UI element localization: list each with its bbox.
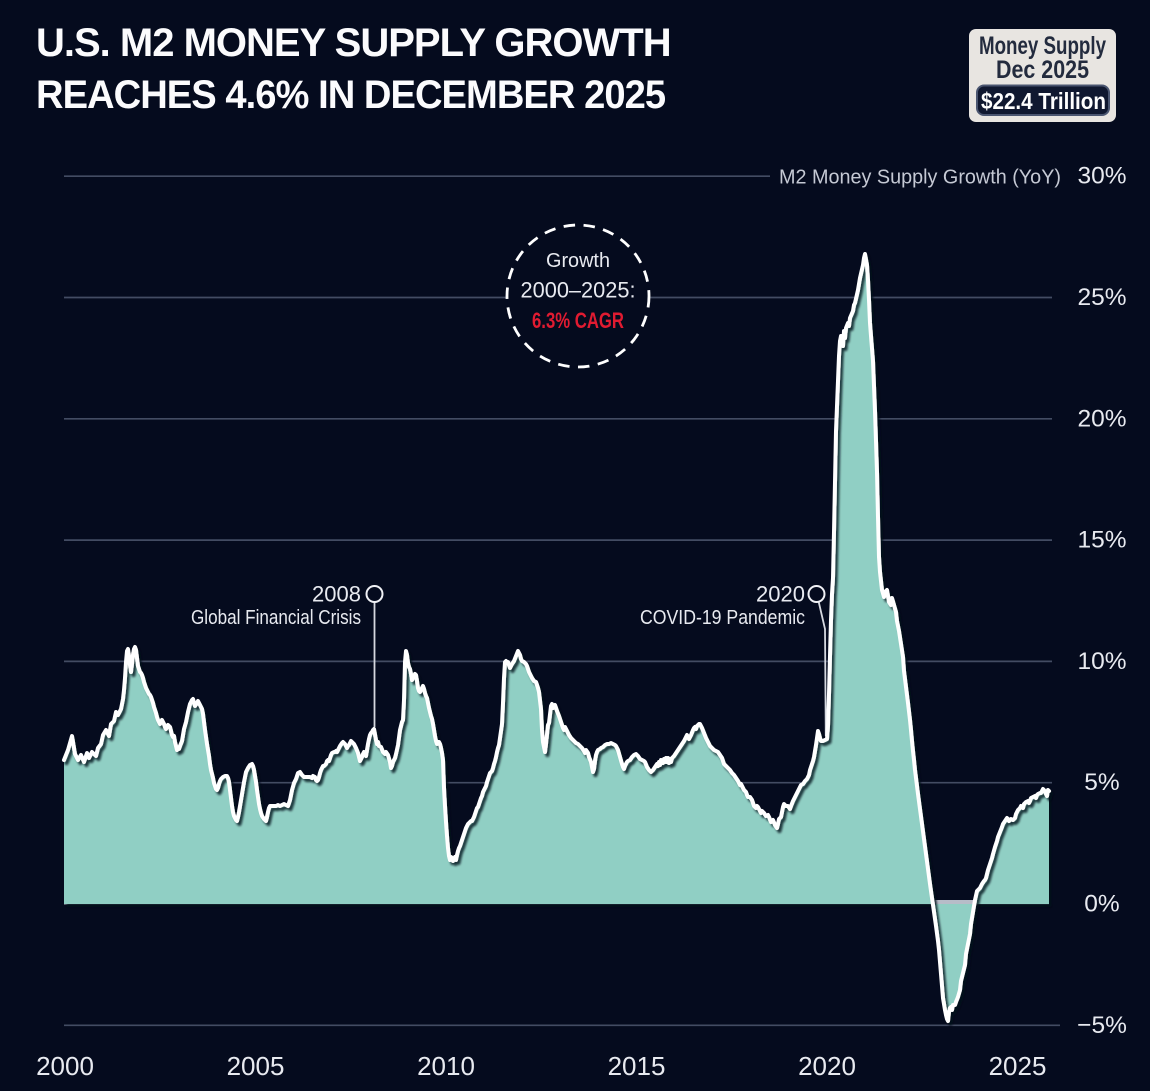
svg-text:10%: 10%	[1077, 648, 1126, 675]
svg-text:2020: 2020	[756, 582, 805, 607]
svg-text:Money Supply: Money Supply	[979, 32, 1106, 60]
svg-text:M2 Money Supply Growth (YoY): M2 Money Supply Growth (YoY)	[779, 166, 1061, 189]
svg-text:2000: 2000	[36, 1051, 94, 1081]
svg-text:2010: 2010	[417, 1051, 475, 1081]
svg-text:0%: 0%	[1084, 891, 1119, 918]
svg-text:5%: 5%	[1084, 769, 1119, 796]
svg-text:6.3% CAGR: 6.3% CAGR	[532, 308, 624, 333]
svg-text:Global Financial Crisis: Global Financial Crisis	[191, 607, 361, 629]
svg-text:2008: 2008	[312, 582, 361, 607]
svg-text:30%: 30%	[1077, 163, 1126, 190]
svg-text:2005: 2005	[227, 1051, 285, 1081]
svg-text:Growth: Growth	[546, 250, 610, 272]
svg-text:25%: 25%	[1077, 284, 1126, 311]
svg-text:−5%: −5%	[1077, 1012, 1127, 1039]
svg-text:2020: 2020	[798, 1051, 856, 1081]
svg-text:2015: 2015	[608, 1051, 666, 1081]
svg-text:15%: 15%	[1077, 527, 1126, 554]
svg-text:2025: 2025	[989, 1051, 1047, 1081]
svg-text:Dec 2025: Dec 2025	[996, 56, 1089, 84]
svg-text:20%: 20%	[1077, 405, 1126, 432]
svg-text:2000–2025:: 2000–2025:	[521, 278, 636, 303]
svg-text:COVID-19 Pandemic: COVID-19 Pandemic	[640, 607, 805, 629]
svg-text:$22.4 Trillion: $22.4 Trillion	[981, 88, 1106, 114]
